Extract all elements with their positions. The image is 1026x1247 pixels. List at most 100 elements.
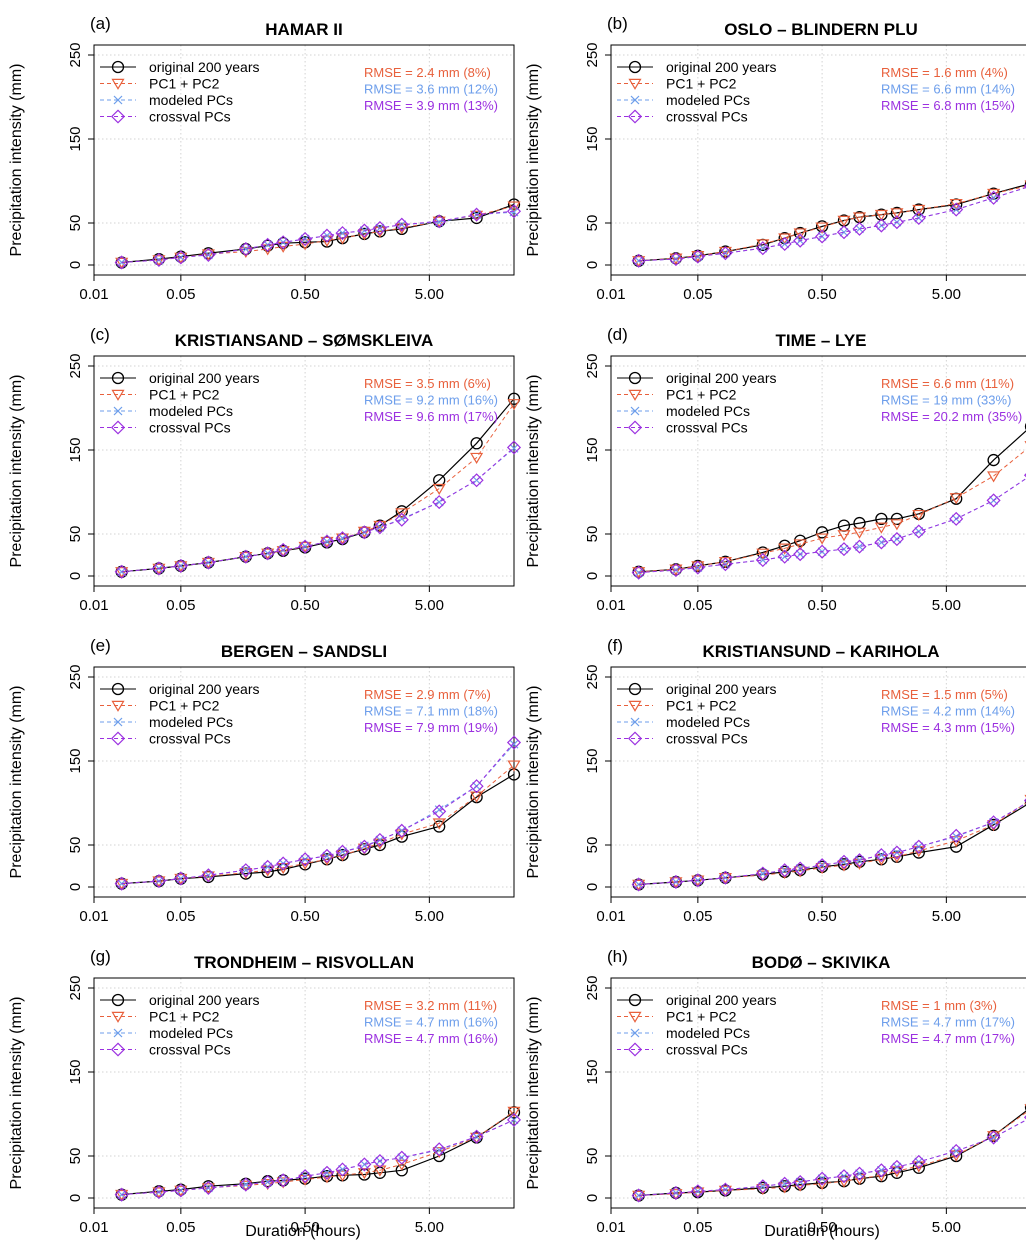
legend-label: crossval PCs: [149, 420, 231, 436]
legend-marker: [628, 389, 642, 401]
point-crossval: [631, 565, 646, 580]
point-crossval: [874, 218, 889, 233]
rmse-annotation: RMSE = 2.9 mm (7%): [364, 687, 491, 702]
legend-label: modeled PCs: [149, 714, 233, 730]
point-pc12: [987, 471, 1001, 483]
point-crossval: [298, 539, 313, 554]
legend-marker: [110, 109, 126, 124]
point-original: [433, 474, 446, 487]
point-modeled: [989, 193, 999, 203]
series-line-crossval: [121, 210, 515, 263]
point-modeled: [855, 224, 864, 234]
point-crossval: [815, 858, 830, 873]
marker-stroke: [634, 1191, 644, 1200]
x-tick-label: 0.50: [290, 1219, 319, 1236]
marker-stroke: [359, 1159, 369, 1169]
point-crossval: [469, 779, 484, 794]
marker-stroke: [855, 855, 864, 865]
rmse-annotation: RMSE = 1 mm (3%): [881, 998, 997, 1013]
point-modeled: [117, 879, 127, 889]
point-original: [470, 437, 483, 450]
point-original: [853, 855, 866, 868]
series-line-crossval: [638, 477, 1026, 574]
y-tick-label: 50: [584, 1148, 601, 1165]
point-crossval: [949, 202, 964, 217]
point-pc12: [507, 399, 521, 411]
point-crossval: [793, 233, 808, 248]
y-tick-label: 50: [584, 526, 601, 543]
point-pc12: [357, 1168, 371, 1180]
rmse-annotation: RMSE = 9.2 mm (16%): [364, 393, 498, 408]
point-pc12: [239, 1180, 253, 1192]
point-modeled: [634, 1191, 644, 1200]
y-tick-label: 50: [67, 526, 84, 543]
point-modeled: [241, 244, 251, 254]
point-crossval: [777, 236, 792, 252]
point-pc12: [793, 228, 807, 240]
legend-label: modeled PCs: [666, 92, 750, 108]
point-pc12: [152, 1187, 166, 1199]
point-original: [875, 512, 888, 526]
legend-label: crossval PCs: [666, 1042, 748, 1058]
x-tick-label: 0.05: [166, 597, 195, 614]
legend-label: original 200 years: [666, 681, 777, 697]
point-modeled: [758, 869, 768, 878]
y-tick-label: 150: [67, 126, 84, 151]
panel-label: (c): [90, 325, 110, 344]
legend-label: crossval PCs: [666, 731, 748, 747]
legend-marker: [110, 1042, 126, 1057]
y-tick-label: 150: [67, 437, 84, 462]
panel-b: 0.01 0.05 0.50 5.00 0 50 150 250 Precipitation i…: [525, 14, 1026, 303]
rmse-annotation: RMSE = 3.6 mm (12%): [364, 82, 498, 97]
rmse-annotation: RMSE = 3.9 mm (13%): [364, 98, 498, 113]
marker-stroke: [876, 1165, 886, 1175]
point-modeled: [509, 1115, 519, 1125]
point-pc12: [890, 208, 904, 220]
panel-label: (b): [607, 14, 628, 33]
point-pc12: [507, 1106, 521, 1118]
y-tick-label: 0: [584, 1194, 601, 1202]
panel-label: (e): [90, 636, 111, 655]
point-crossval: [238, 1177, 253, 1192]
point-pc12: [373, 1165, 387, 1177]
legend-marker: [628, 78, 642, 90]
rmse-annotation: RMSE = 1.5 mm (5%): [881, 687, 1008, 702]
panel-title: TRONDHEIM – RISVOLLAN: [194, 953, 414, 972]
point-crossval: [986, 493, 1001, 508]
point-pc12: [276, 546, 290, 558]
y-tick-label: 0: [67, 883, 84, 891]
marker-stroke: [989, 817, 999, 827]
point-original: [298, 236, 312, 249]
y-axis-label: Precipitation intensity (mm): [525, 64, 542, 257]
point-modeled: [338, 533, 347, 543]
x-tick-label: 5.00: [415, 908, 444, 925]
x-tick-label: 0.50: [290, 597, 319, 614]
rmse-annotation: RMSE = 4.7 mm (16%): [364, 1031, 498, 1046]
legend-label: original 200 years: [666, 59, 777, 75]
legend-marker: [111, 78, 125, 90]
series-line-crossval: [121, 1119, 515, 1196]
marker-stroke: [630, 406, 640, 416]
legend-marker: [111, 682, 125, 696]
legend-marker: [110, 420, 126, 435]
panel-title: TIME – LYE: [775, 331, 866, 350]
point-crossval: [151, 1185, 166, 1200]
x-tick-label: 0.05: [683, 908, 712, 925]
legend-marker: [630, 406, 640, 416]
legend-label: modeled PCs: [149, 92, 233, 108]
rmse-annotation: RMSE = 7.1 mm (18%): [364, 704, 498, 719]
point-crossval: [874, 1163, 889, 1178]
marker-stroke: [758, 555, 768, 565]
point-crossval: [151, 561, 166, 576]
panel-title: KRISTIANSUND – KARIHOLA: [702, 642, 939, 661]
point-crossval: [986, 815, 1001, 830]
point-modeled: [758, 1181, 768, 1191]
point-pc12: [201, 871, 215, 883]
point-crossval: [319, 534, 335, 549]
point-pc12: [837, 530, 851, 542]
point-crossval: [357, 1157, 372, 1172]
point-crossval: [755, 552, 770, 568]
point-crossval: [260, 859, 275, 874]
point-pc12: [778, 233, 792, 245]
point-crossval: [793, 1174, 808, 1190]
